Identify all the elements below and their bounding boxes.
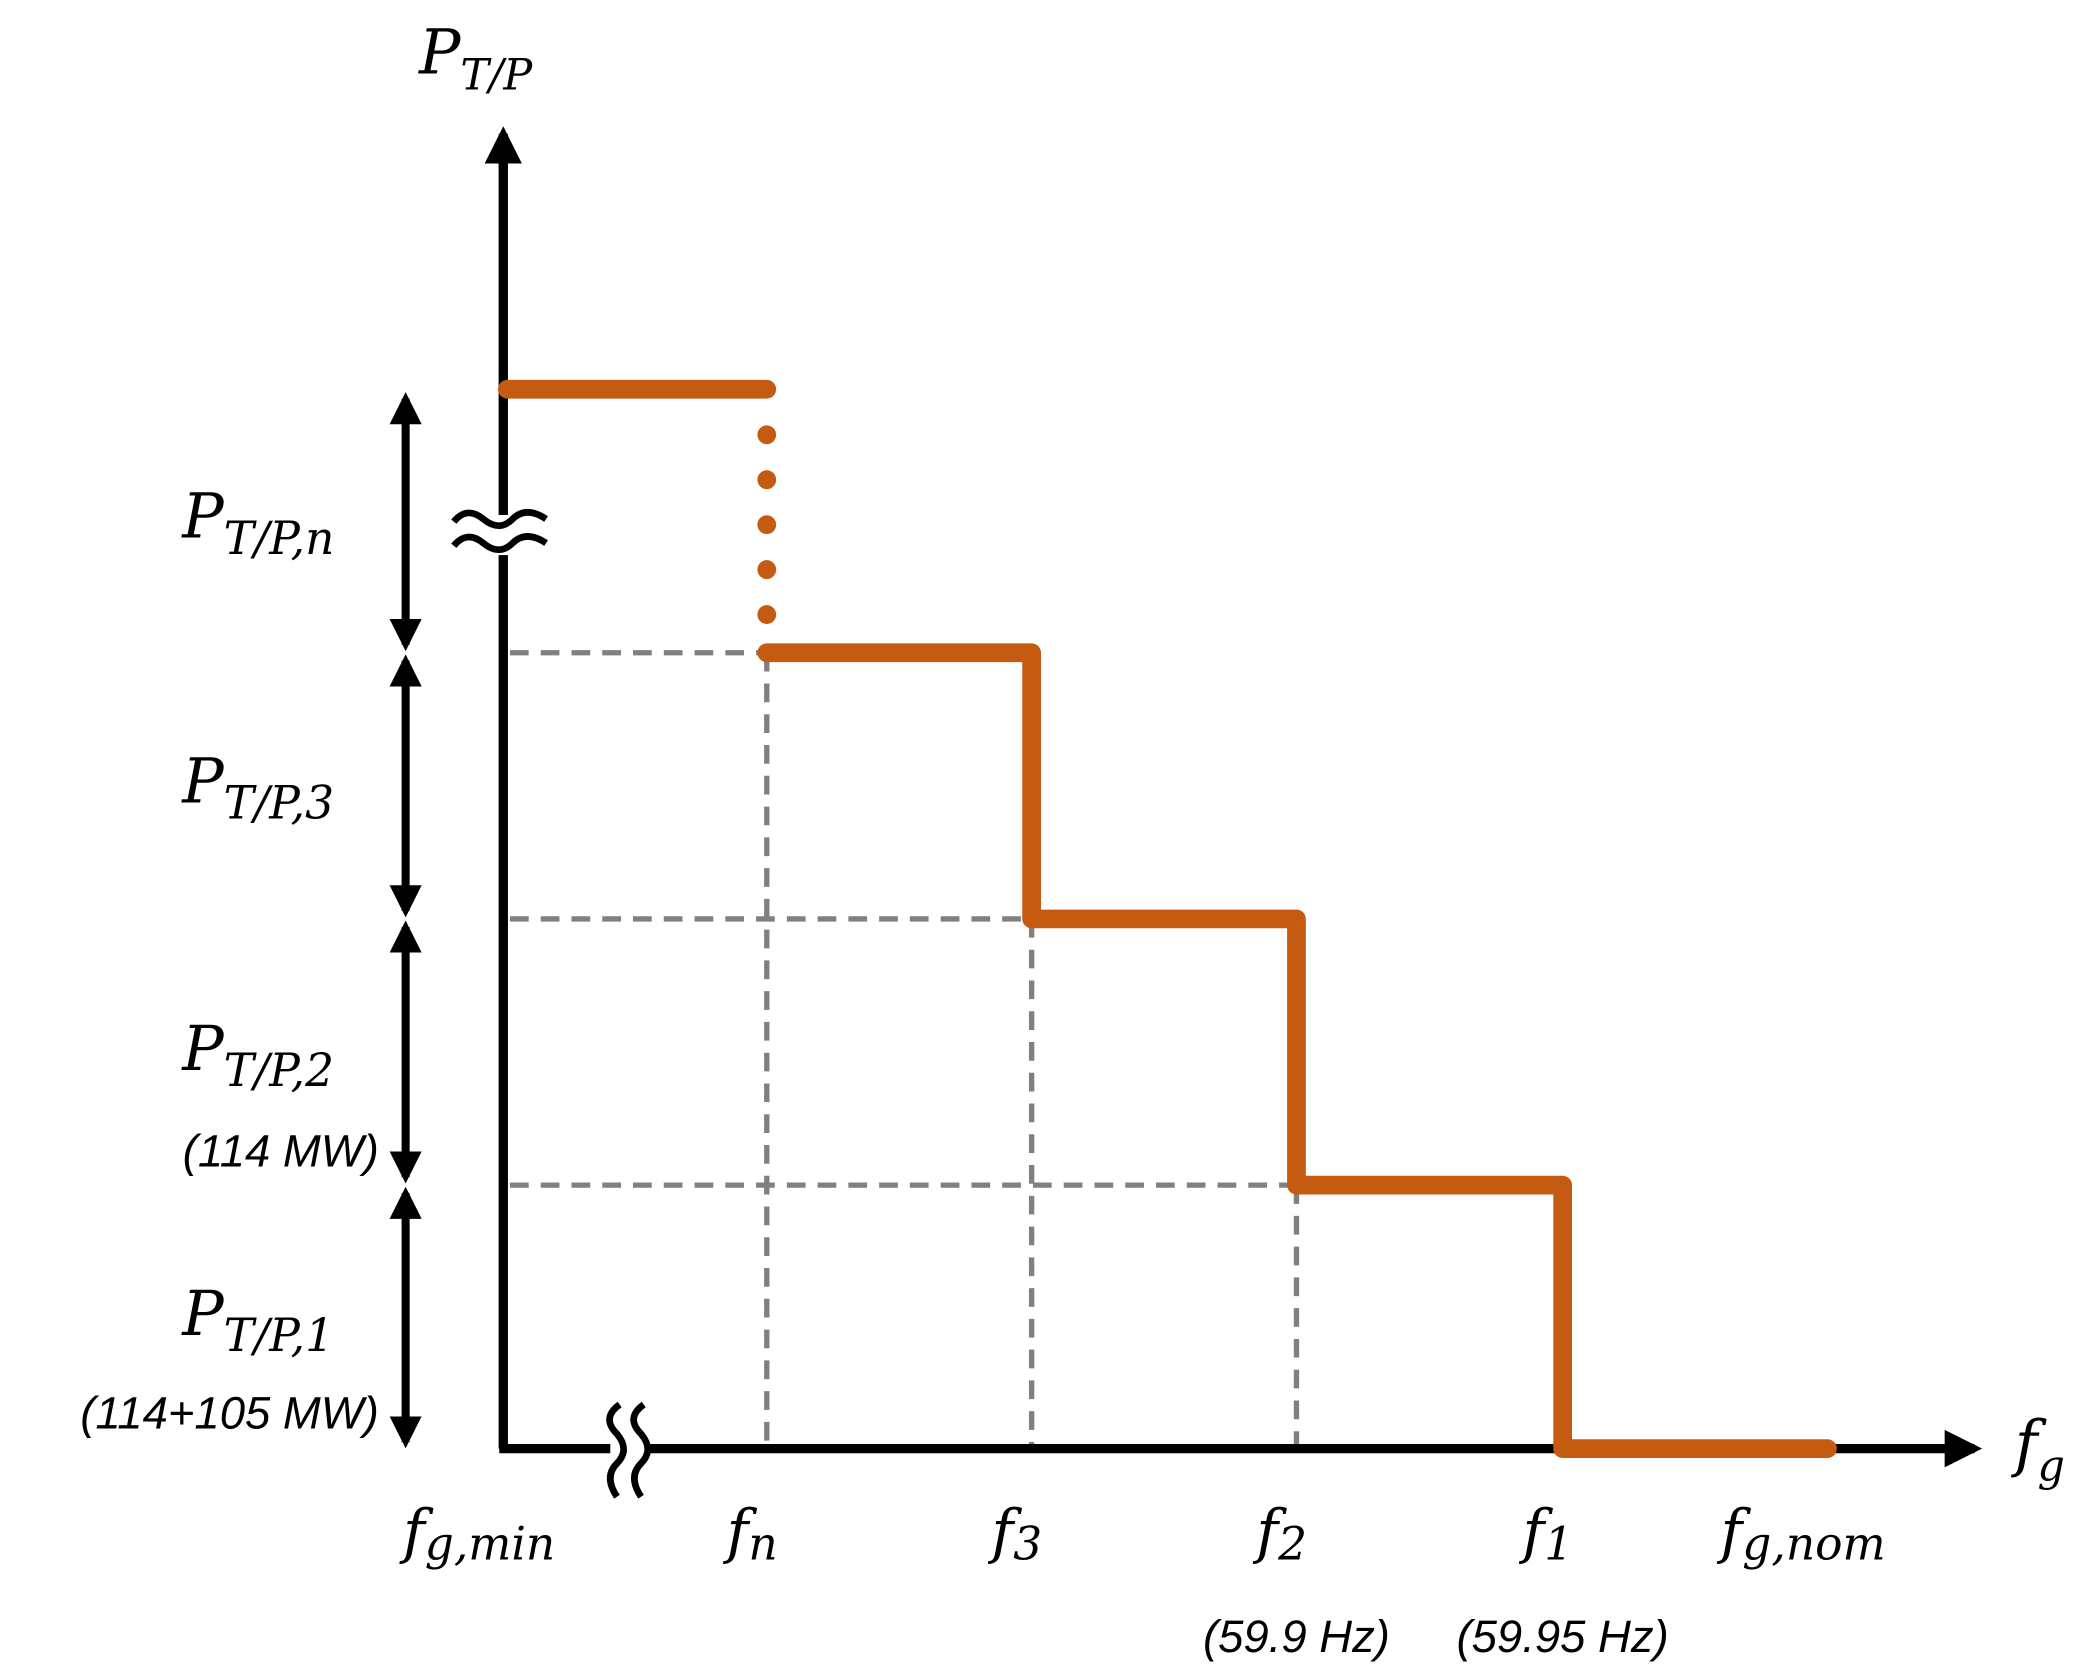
step-main (757, 643, 1837, 1458)
tick-fgnom: fg,nom (1716, 1497, 1885, 1571)
tick-f1-note: (59.95 Hz) (1457, 1611, 1669, 1662)
x-axis-label: fg (2011, 1408, 2065, 1492)
grid-guides (509, 650, 1300, 1449)
label-block-2-note: (114 MW) (183, 1125, 379, 1176)
y-axis-break-icon (451, 508, 548, 556)
label-block-2: PT/P,2 (181, 1013, 334, 1097)
tick-f2-note: (59.9 Hz) (1203, 1611, 1390, 1662)
label-block-1-note: (114+105 MW) (80, 1388, 379, 1439)
label-block-1: PT/P,1 (181, 1278, 334, 1362)
tick-f2: f2 (1252, 1497, 1307, 1571)
x-axis-break-icon (606, 1401, 652, 1499)
tick-fgmin: fg,min (399, 1497, 555, 1571)
step-curve (497, 379, 1837, 1458)
y-axis-label: PT/P (418, 17, 533, 101)
x-tick-labels: fg,min fn f3 f2 f1 fg,nom (59.9 Hz) (59.… (399, 1497, 1886, 1662)
label-block-3: PT/P,3 (181, 746, 334, 830)
tick-fn: fn (723, 1497, 778, 1571)
tick-f1: f1 (1519, 1497, 1574, 1571)
label-block-n: PT/P,n (181, 481, 334, 565)
power-block-labels: PT/P,n PT/P,3 PT/P,2 (114 MW) PT/P,1 (11… (80, 481, 379, 1439)
tick-f3: f3 (987, 1497, 1042, 1571)
